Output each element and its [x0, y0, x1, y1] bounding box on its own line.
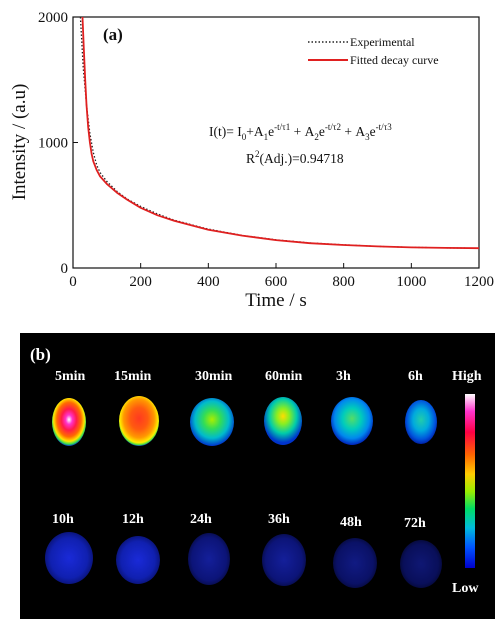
x-tick-label-6: 1200	[464, 274, 494, 290]
series-layer	[79, 17, 479, 250]
x-tick-label-2: 400	[197, 274, 220, 290]
fluorescence-15min	[119, 396, 159, 446]
scale-label-high: High	[452, 369, 482, 384]
r-squared-annotation: R2(Adj.)=0.94718	[246, 149, 344, 166]
time-label-12h: 12h	[122, 512, 144, 527]
x-tick-label-5: 1000	[396, 274, 426, 290]
panel-label-a: (a)	[103, 25, 123, 44]
fluorescence-3h	[331, 397, 373, 445]
y-tick-label-1: 1000	[38, 136, 68, 152]
x-axis-title: Time / s	[245, 290, 307, 311]
fluorescence-30min	[190, 398, 234, 446]
x-tick-label-4: 800	[332, 274, 355, 290]
x-tick-label-1: 200	[129, 274, 152, 290]
time-label-72h: 72h	[404, 516, 426, 531]
time-label-15min: 15min	[114, 369, 152, 384]
time-label-5min: 5min	[55, 369, 86, 384]
fluorescence-10h	[45, 532, 93, 584]
fluorescence-6h	[405, 400, 437, 444]
panel-b: (b) 5min 15min 30min 60min 3h 6h 10h 12h…	[20, 333, 495, 619]
time-label-24h: 24h	[190, 512, 212, 527]
blobs-row2	[45, 532, 442, 588]
y-ticks: 0 1000 2000	[38, 10, 78, 277]
legend-label-fitted: Fitted decay curve	[350, 53, 439, 67]
formula-annotation: I(t)= I0+A1e-t/τ1 + A2e-t/τ2 + A3e-t/τ3	[209, 122, 392, 142]
series-line-experimental	[79, 17, 479, 249]
fluorescence-60min	[264, 397, 302, 445]
intensity-color-scale	[465, 394, 475, 568]
y-tick-label-0: 0	[61, 261, 69, 277]
time-label-60min: 60min	[265, 369, 303, 384]
time-label-30min: 30min	[195, 369, 233, 384]
legend-label-experimental: Experimental	[350, 35, 415, 49]
fluorescence-48h	[333, 538, 377, 588]
series-line-fitted	[81, 17, 479, 250]
time-label-6h: 6h	[408, 369, 423, 384]
blobs-row1	[52, 396, 437, 446]
y-axis-title: Intensity / (a.u)	[9, 84, 30, 201]
legend: Experimental Fitted decay curve	[308, 35, 439, 67]
scale-label-low: Low	[452, 581, 479, 596]
time-label-36h: 36h	[268, 512, 290, 527]
time-label-3h: 3h	[336, 369, 351, 384]
fluorescence-24h	[188, 533, 230, 585]
x-tick-label-3: 600	[265, 274, 288, 290]
time-label-48h: 48h	[340, 515, 362, 530]
y-tick-label-2: 2000	[38, 10, 68, 26]
x-tick-label-0: 0	[69, 274, 77, 290]
time-labels-row2: 10h 12h 24h 36h 48h 72h	[52, 512, 426, 531]
fluorescence-36h	[262, 534, 306, 586]
fluorescence-72h	[400, 540, 442, 588]
fluorescence-5min	[52, 398, 86, 446]
time-label-10h: 10h	[52, 512, 74, 527]
x-ticks: 0 200 400 600 800 1000 1200	[69, 263, 494, 290]
time-labels-row1: 5min 15min 30min 60min 3h 6h	[55, 369, 423, 384]
panel-label-b: (b)	[30, 345, 51, 364]
fluorescence-12h	[116, 536, 160, 584]
